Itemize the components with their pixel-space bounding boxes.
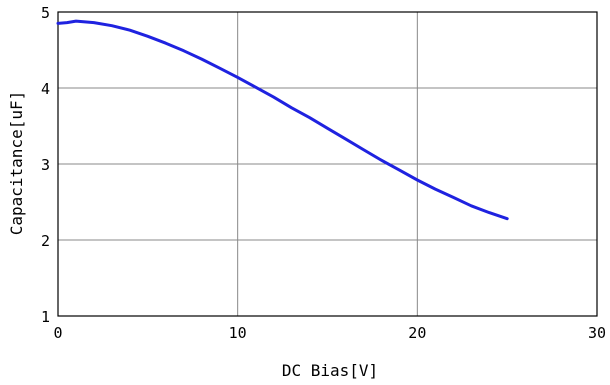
x-tick-label-30: 30	[588, 324, 606, 342]
plot-frame	[57, 11, 598, 317]
y-tick-label-3: 3	[41, 156, 50, 174]
x-tick-label-10: 10	[229, 324, 247, 342]
y-tick-labels: 1 2 3 4 5	[41, 4, 50, 326]
x-tick-label-20: 20	[408, 324, 426, 342]
y-tick-label-5: 5	[41, 4, 50, 22]
y-tick-label-4: 4	[41, 80, 50, 98]
x-tick-label-0: 0	[53, 324, 62, 342]
y-tick-label-2: 2	[41, 232, 50, 250]
y-axis-label: Capacitance[uF]	[7, 91, 26, 236]
y-tick-label-1: 1	[41, 308, 50, 326]
grid-lines	[57, 11, 598, 317]
x-tick-labels: 0 10 20 30	[53, 324, 606, 342]
series-line	[56, 19, 509, 221]
x-axis-label: DC Bias[V]	[282, 361, 378, 380]
